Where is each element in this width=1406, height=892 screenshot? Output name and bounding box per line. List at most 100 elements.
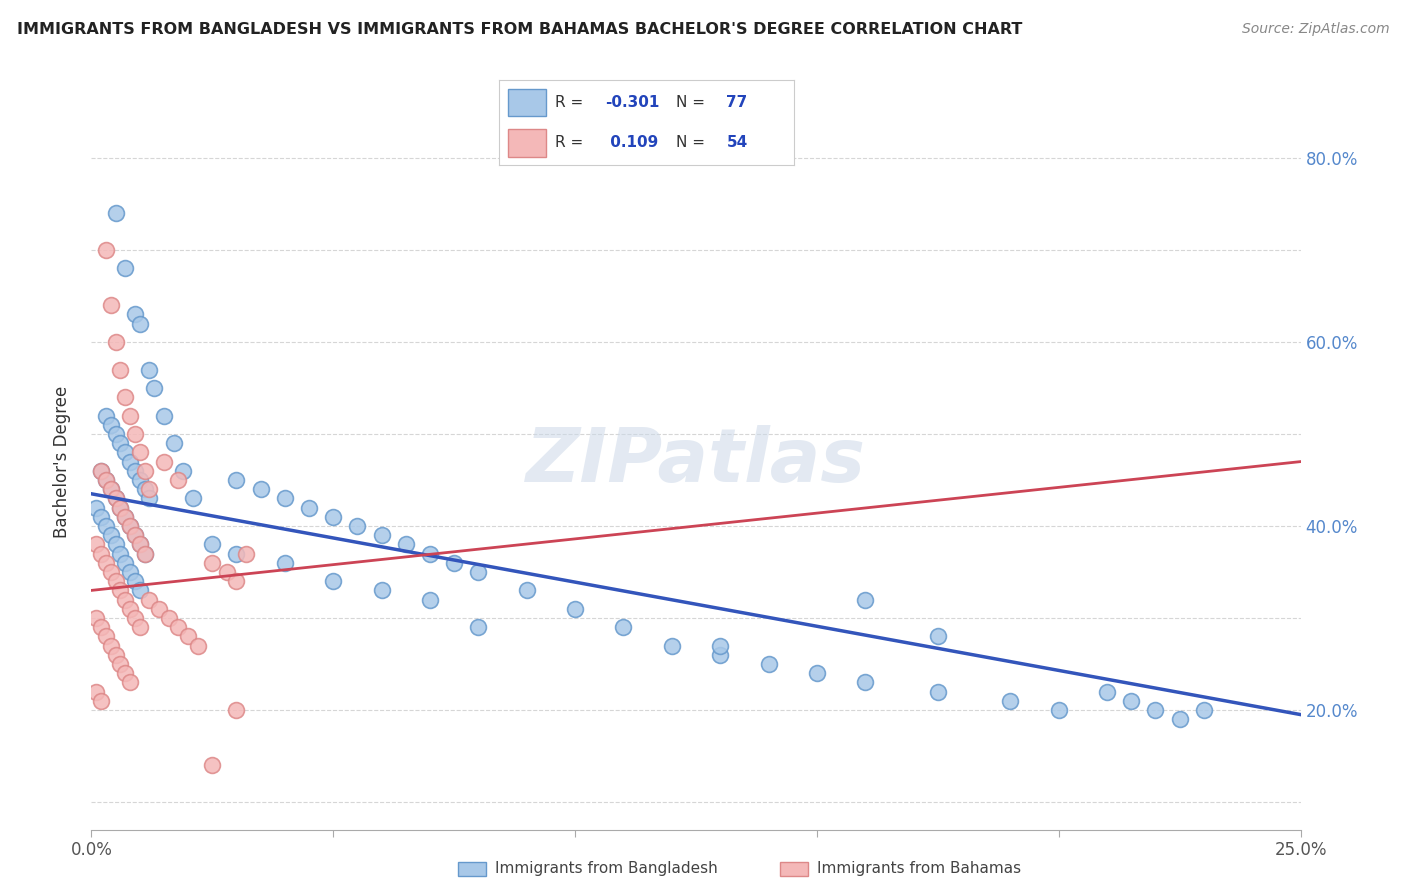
- Point: [104, 648, 127, 662]
- Point: [215, 565, 238, 579]
- Text: 54: 54: [727, 136, 748, 151]
- Point: [225, 473, 247, 487]
- Point: [201, 556, 224, 570]
- Point: [225, 703, 247, 717]
- Point: [419, 592, 441, 607]
- Point: [134, 464, 156, 478]
- Y-axis label: Bachelor's Degree: Bachelor's Degree: [52, 385, 70, 538]
- Point: [120, 409, 142, 423]
- Text: IMMIGRANTS FROM BANGLADESH VS IMMIGRANTS FROM BAHAMAS BACHELOR'S DEGREE CORRELAT: IMMIGRANTS FROM BANGLADESH VS IMMIGRANTS…: [17, 22, 1022, 37]
- Point: [128, 317, 150, 331]
- Point: [564, 601, 586, 615]
- Point: [114, 666, 136, 681]
- Point: [100, 565, 122, 579]
- Point: [100, 298, 122, 312]
- Point: [395, 537, 418, 551]
- Point: [128, 473, 150, 487]
- Point: [104, 206, 127, 220]
- Point: [94, 473, 117, 487]
- Point: [114, 592, 136, 607]
- Point: [709, 639, 731, 653]
- Point: [806, 666, 828, 681]
- Point: [128, 537, 150, 551]
- Point: [100, 528, 122, 542]
- Point: [110, 500, 132, 515]
- Point: [370, 528, 392, 542]
- Point: [104, 334, 127, 349]
- Point: [853, 592, 876, 607]
- Point: [128, 583, 150, 598]
- Point: [124, 574, 146, 589]
- Point: [90, 464, 112, 478]
- FancyBboxPatch shape: [508, 89, 547, 116]
- Point: [467, 565, 489, 579]
- Point: [94, 519, 117, 533]
- Point: [94, 243, 117, 257]
- Point: [114, 445, 136, 459]
- Point: [138, 592, 160, 607]
- Text: 0.109: 0.109: [606, 136, 658, 151]
- Point: [100, 639, 122, 653]
- Point: [94, 473, 117, 487]
- Point: [90, 694, 112, 708]
- Point: [370, 583, 392, 598]
- Point: [167, 620, 190, 634]
- Point: [100, 482, 122, 496]
- Point: [120, 565, 142, 579]
- Point: [94, 556, 117, 570]
- Point: [100, 482, 122, 496]
- Point: [153, 454, 176, 469]
- Text: 77: 77: [727, 95, 748, 110]
- Point: [84, 500, 107, 515]
- Text: R =: R =: [555, 136, 588, 151]
- Point: [124, 611, 146, 625]
- Point: [225, 547, 247, 561]
- Point: [124, 464, 146, 478]
- Text: Immigrants from Bahamas: Immigrants from Bahamas: [817, 862, 1021, 876]
- Point: [853, 675, 876, 690]
- Point: [134, 547, 156, 561]
- Point: [274, 556, 297, 570]
- Point: [128, 620, 150, 634]
- Point: [90, 547, 112, 561]
- Point: [153, 409, 176, 423]
- Point: [134, 547, 156, 561]
- Point: [443, 556, 465, 570]
- Point: [114, 390, 136, 404]
- Point: [322, 574, 344, 589]
- Point: [114, 509, 136, 524]
- Point: [100, 417, 122, 432]
- Point: [104, 427, 127, 442]
- Point: [104, 491, 127, 506]
- Point: [516, 583, 538, 598]
- Point: [1000, 694, 1022, 708]
- Point: [120, 519, 142, 533]
- Point: [114, 261, 136, 276]
- Point: [138, 491, 160, 506]
- Point: [1121, 694, 1143, 708]
- Point: [104, 574, 127, 589]
- Point: [162, 436, 184, 450]
- Point: [124, 528, 146, 542]
- Point: [201, 537, 224, 551]
- Point: [181, 491, 204, 506]
- Text: N =: N =: [676, 136, 710, 151]
- Point: [1144, 703, 1167, 717]
- Point: [927, 629, 949, 643]
- Point: [90, 509, 112, 524]
- Point: [90, 620, 112, 634]
- Point: [84, 537, 107, 551]
- Point: [927, 684, 949, 698]
- Point: [124, 427, 146, 442]
- Point: [84, 611, 107, 625]
- Point: [104, 537, 127, 551]
- Point: [148, 601, 170, 615]
- Text: ZIPatlas: ZIPatlas: [526, 425, 866, 498]
- Point: [167, 473, 190, 487]
- Point: [104, 491, 127, 506]
- Point: [110, 583, 132, 598]
- Text: N =: N =: [676, 95, 710, 110]
- Point: [249, 482, 271, 496]
- Point: [177, 629, 200, 643]
- Point: [612, 620, 634, 634]
